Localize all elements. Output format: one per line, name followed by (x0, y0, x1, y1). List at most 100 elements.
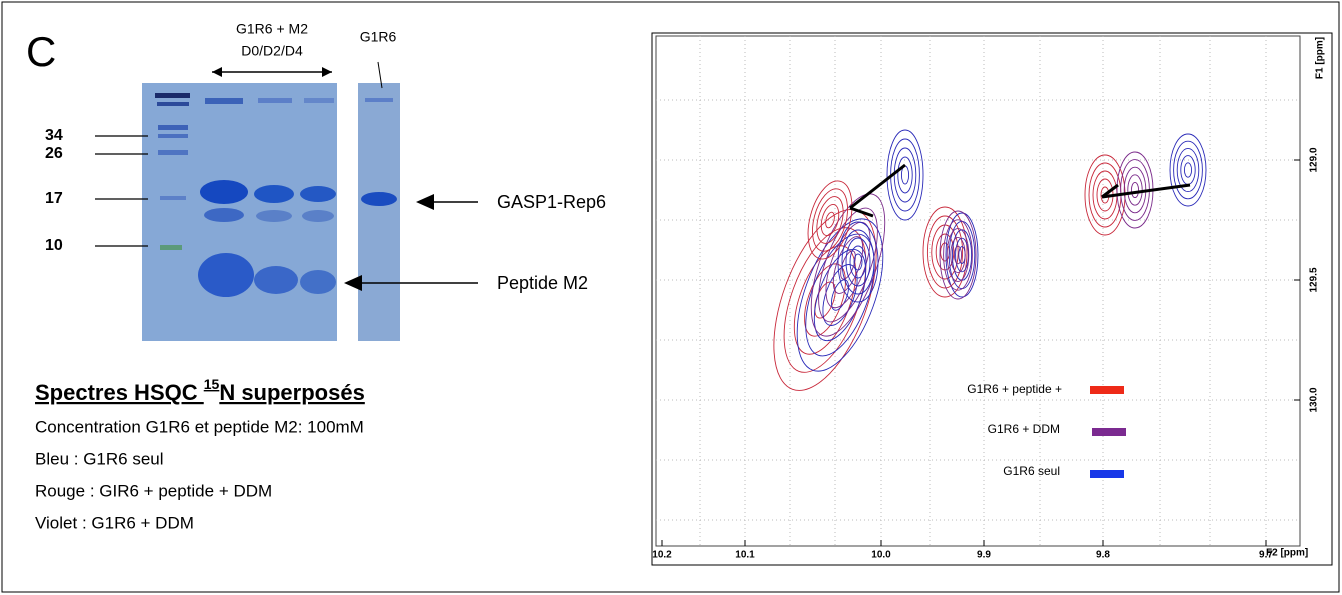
heading-tail: N superposés (219, 380, 365, 405)
legend-swatch (1092, 428, 1126, 436)
band (258, 98, 292, 103)
contour (926, 215, 964, 289)
marker-label: 10 (45, 237, 63, 254)
contour (825, 221, 871, 309)
legend-label: G1R6 + DDM (988, 422, 1060, 436)
band (158, 134, 188, 138)
marker-label: 17 (45, 190, 63, 207)
band (160, 245, 182, 250)
x-tick-label: 9.9 (977, 550, 991, 561)
band (160, 196, 186, 200)
contour (1176, 147, 1200, 193)
contour (945, 212, 979, 298)
contour (946, 228, 970, 282)
band (361, 192, 397, 206)
contour (837, 221, 879, 303)
contour (849, 245, 867, 279)
band (157, 102, 189, 106)
band (204, 208, 244, 222)
contour (841, 229, 875, 295)
band-label: Peptide M2 (497, 273, 588, 293)
contour (886, 129, 924, 221)
legend-label: G1R6 + peptide + (967, 382, 1062, 396)
legend-label: G1R6 seul (1003, 464, 1060, 478)
description-line: Rouge : GIR6 + peptide + DDM (35, 481, 272, 500)
contour (897, 156, 913, 194)
marker-label: 34 (45, 127, 63, 144)
band (300, 186, 336, 202)
x-tick-label: 10.0 (871, 550, 891, 561)
contour (1130, 181, 1140, 199)
shift-arrow (1101, 183, 1191, 199)
contour (1169, 133, 1207, 207)
heading-sup: 15 (204, 376, 220, 392)
shift-arrow (849, 206, 874, 218)
band (254, 266, 298, 294)
y-axis-label: F1 [ppm] (1315, 37, 1326, 79)
contour (830, 279, 850, 311)
gel-strip (358, 83, 400, 341)
contour (822, 264, 858, 326)
legend-swatch (1090, 386, 1124, 394)
description-line: Concentration G1R6 et peptide M2: 100mM (35, 417, 364, 436)
band (200, 180, 248, 204)
x-tick-label: 10.2 (652, 550, 672, 561)
arrow-head (416, 194, 434, 210)
contour (845, 237, 871, 287)
pointer (377, 61, 383, 89)
spectrum-frame (651, 32, 1333, 566)
description-line: Bleu : G1R6 seul (35, 449, 164, 468)
panel-label: C (26, 28, 56, 75)
contour (807, 180, 853, 260)
contour (853, 253, 863, 271)
shift-arrows (849, 163, 1191, 218)
marker-label: 26 (45, 145, 63, 162)
contour (1183, 162, 1193, 178)
band (302, 210, 334, 222)
y-tick-label: 129.0 (1309, 147, 1320, 172)
heading: Spectres HSQC 15N superposés (35, 376, 365, 405)
band (254, 185, 294, 203)
contour (939, 210, 977, 300)
x-tick-label: 9.7 (1259, 550, 1273, 561)
shift-arrow (849, 163, 906, 210)
x-tick-label: 9.8 (1096, 550, 1110, 561)
gel-header: G1R6 + M2 (236, 21, 308, 37)
gel-header: G1R6 (360, 29, 397, 45)
contour (943, 219, 973, 291)
y-tick-label: 130.0 (1309, 387, 1320, 412)
contour (840, 250, 856, 280)
band (158, 125, 188, 130)
contour (953, 245, 963, 265)
legend-swatch (1090, 470, 1124, 478)
contour (796, 218, 884, 372)
contour (832, 236, 864, 294)
band (365, 98, 393, 102)
contour (1173, 140, 1203, 200)
y-tick-label: 129.5 (1309, 267, 1320, 292)
contour (922, 206, 968, 298)
plot-area (655, 35, 1301, 547)
band (158, 150, 188, 155)
contour (812, 188, 848, 252)
grid (656, 36, 1300, 546)
x-tick-label: 10.1 (735, 550, 755, 561)
heading-main: Spectres HSQC (35, 380, 204, 405)
x-axis-label: F2 [ppm] (1266, 548, 1308, 559)
band-label: GASP1-Rep6 (497, 192, 606, 212)
contour (825, 211, 835, 229)
gel-header: D0/D2/D4 (241, 43, 303, 59)
shift-arrow (1101, 183, 1119, 199)
band (198, 253, 254, 297)
contour (1127, 174, 1143, 206)
contour (950, 236, 966, 274)
band (155, 93, 190, 98)
description-line: Violet : G1R6 + DDM (35, 513, 194, 532)
band (256, 210, 292, 222)
contour (816, 196, 844, 244)
contours (773, 129, 1207, 391)
